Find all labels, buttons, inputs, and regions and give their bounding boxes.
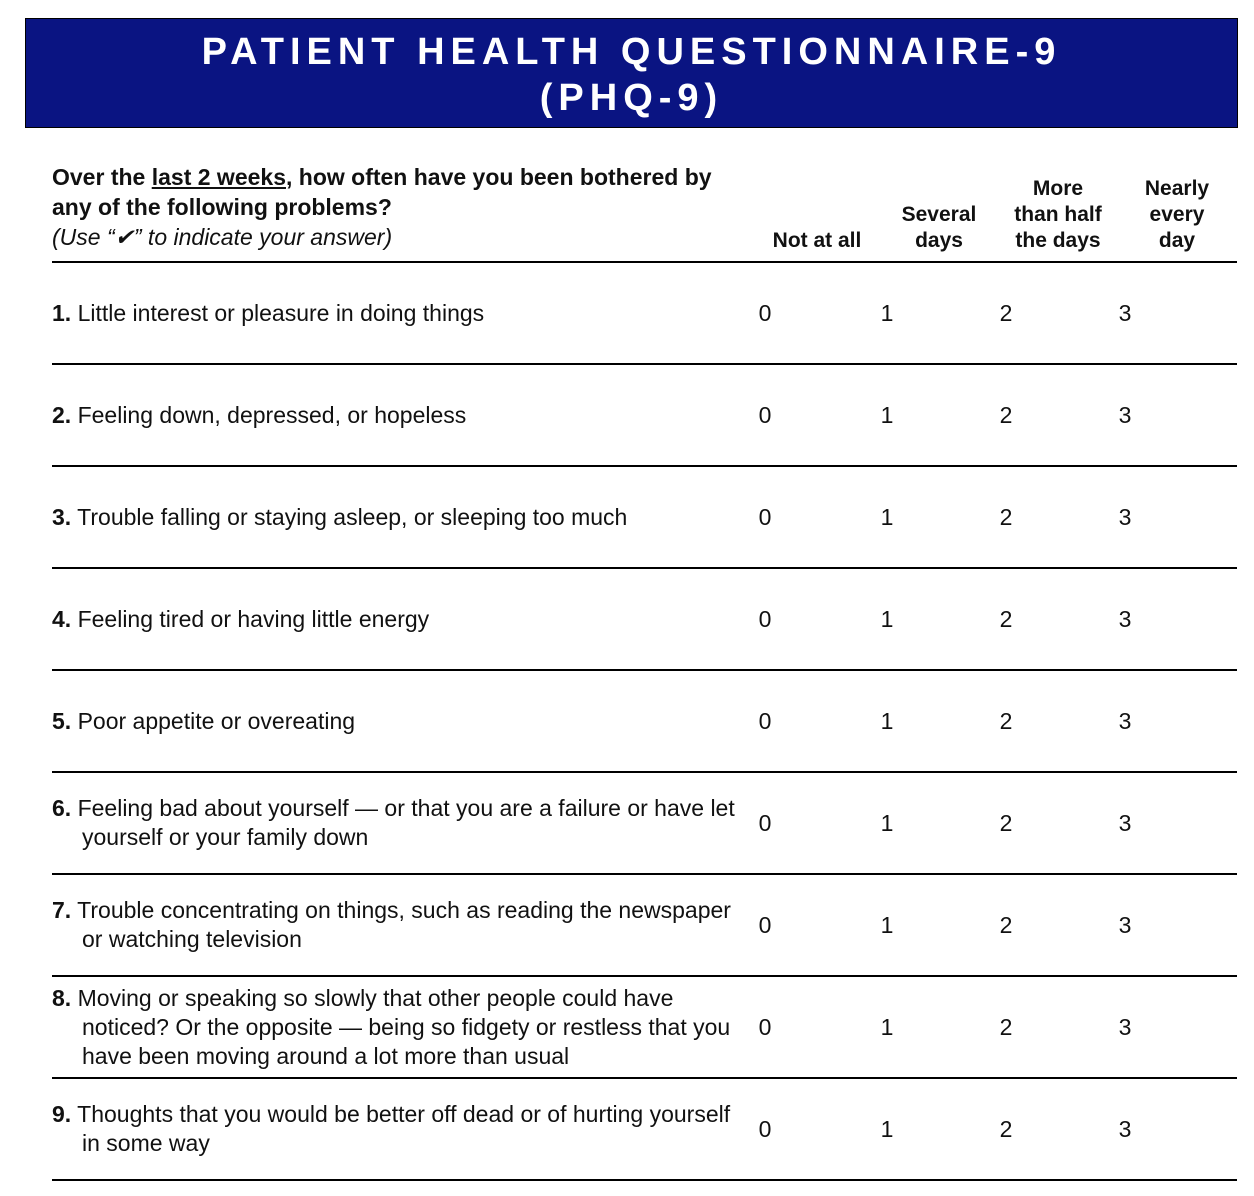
score-option[interactable]: 0 xyxy=(758,299,772,326)
item-label: 5. Poor appetite or overeating xyxy=(52,671,752,771)
header-divider xyxy=(52,261,1237,263)
score-option[interactable]: 2 xyxy=(999,503,1013,530)
item-number: 6. xyxy=(52,795,72,821)
score-option[interactable]: 2 xyxy=(999,1115,1013,1142)
score-option[interactable]: 1 xyxy=(880,1115,894,1142)
question-prefix: Over the xyxy=(52,164,152,190)
score-option[interactable]: 2 xyxy=(999,1013,1013,1040)
score-option[interactable]: 3 xyxy=(1118,299,1132,326)
score-option[interactable]: 0 xyxy=(758,911,772,938)
item-label: 2. Feeling down, depressed, or hopeless xyxy=(52,365,752,465)
score-option[interactable]: 1 xyxy=(880,809,894,836)
item-number: 5. xyxy=(52,707,72,734)
score-option[interactable]: 1 xyxy=(880,401,894,428)
item-text: Poor appetite or overeating xyxy=(77,707,356,734)
item-number: 8. xyxy=(52,984,72,1011)
score-option[interactable]: 2 xyxy=(999,299,1013,326)
score-option[interactable]: 1 xyxy=(880,503,894,530)
score-option[interactable]: 1 xyxy=(880,605,894,632)
table-row: 5. Poor appetite or overeating 0 1 2 3 xyxy=(52,671,1237,771)
item-label: 7. Trouble concentrating on things, such… xyxy=(52,875,752,975)
score-option[interactable]: 1 xyxy=(880,1013,894,1040)
item-text: Feeling down, depressed, or hopeless xyxy=(77,401,467,428)
item-text: Thoughts that you would be better off de… xyxy=(77,1101,731,1156)
item-text: Trouble falling or staying asleep, or sl… xyxy=(77,503,628,530)
score-option[interactable]: 3 xyxy=(1118,401,1132,428)
table-row: 2. Feeling down, depressed, or hopeless 0… xyxy=(52,365,1237,465)
item-text: Feeling tired or having little energy xyxy=(77,605,430,632)
score-option[interactable]: 1 xyxy=(880,299,894,326)
question-period: last 2 weeks xyxy=(151,164,286,190)
title-banner: PATIENT HEALTH QUESTIONNAIRE-9 (PHQ-9) xyxy=(25,18,1238,128)
score-option[interactable]: 0 xyxy=(758,605,772,632)
score-option[interactable]: 3 xyxy=(1118,809,1132,836)
item-text: Little interest or pleasure in doing thi… xyxy=(77,299,485,326)
score-option[interactable]: 3 xyxy=(1118,1115,1132,1142)
item-text: Feeling bad about yourself — or that you… xyxy=(77,795,735,850)
item-label: 1. Little interest or pleasure in doing … xyxy=(52,263,752,363)
table-row: 4. Feeling tired or having little energy… xyxy=(52,569,1237,669)
item-number: 7. xyxy=(52,897,72,923)
item-label: 8. Moving or speaking so slowly that oth… xyxy=(52,977,752,1077)
page-subtitle: (PHQ-9) xyxy=(539,77,724,119)
row-divider xyxy=(52,1179,1237,1181)
score-option[interactable]: 0 xyxy=(758,1013,772,1040)
row-divider xyxy=(52,465,1237,467)
score-option[interactable]: 2 xyxy=(999,707,1013,734)
table-row: 3. Trouble falling or staying asleep, or… xyxy=(52,467,1237,567)
row-divider xyxy=(52,1077,1237,1079)
answer-instruction: (Use “✔” to indicate your answer) xyxy=(52,224,393,250)
score-option[interactable]: 0 xyxy=(758,401,772,428)
row-divider xyxy=(52,669,1237,671)
question-suffix: , how often have you been bothered by an… xyxy=(52,164,712,220)
page-title: PATIENT HEALTH QUESTIONNAIRE-9 xyxy=(201,31,1062,73)
score-option[interactable]: 3 xyxy=(1118,503,1132,530)
score-option[interactable]: 0 xyxy=(758,809,772,836)
row-divider xyxy=(52,363,1237,365)
score-option[interactable]: 2 xyxy=(999,809,1013,836)
item-number: 4. xyxy=(52,605,72,632)
score-option[interactable]: 3 xyxy=(1118,911,1132,938)
score-option[interactable]: 2 xyxy=(999,605,1013,632)
item-label: 6. Feeling bad about yourself — or that … xyxy=(52,773,752,873)
score-option[interactable]: 2 xyxy=(999,401,1013,428)
score-option[interactable]: 3 xyxy=(1118,605,1132,632)
column-header-several-days: Several days xyxy=(901,203,977,252)
table-row: 1. Little interest or pleasure in doing … xyxy=(52,263,1237,363)
table-row: 8. Moving or speaking so slowly that oth… xyxy=(52,977,1237,1077)
column-header-nearly-every-day: Nearly every day xyxy=(1144,177,1210,252)
row-divider xyxy=(52,975,1237,977)
row-divider xyxy=(52,771,1237,773)
item-text: Trouble concentrating on things, such as… xyxy=(77,897,731,952)
item-text: Moving or speaking so slowly that other … xyxy=(77,984,731,1069)
question-prompt: Over the last 2 weeks, how often have yo… xyxy=(52,162,752,252)
table-row: 6. Feeling bad about yourself — or that … xyxy=(52,773,1237,873)
row-divider xyxy=(52,567,1237,569)
score-option[interactable]: 1 xyxy=(880,911,894,938)
score-option[interactable]: 3 xyxy=(1118,1013,1132,1040)
item-label: 9. Thoughts that you would be better off… xyxy=(52,1079,752,1179)
table-row: 9. Thoughts that you would be better off… xyxy=(52,1079,1237,1179)
item-label: 4. Feeling tired or having little energy xyxy=(52,569,752,669)
score-option[interactable]: 0 xyxy=(758,1115,772,1142)
score-option[interactable]: 0 xyxy=(758,503,772,530)
item-label: 3. Trouble falling or staying asleep, or… xyxy=(52,467,752,567)
item-number: 3. xyxy=(52,503,72,530)
score-option[interactable]: 1 xyxy=(880,707,894,734)
item-number: 1. xyxy=(52,299,72,326)
item-number: 2. xyxy=(52,401,72,428)
row-divider xyxy=(52,873,1237,875)
table-row: 7. Trouble concentrating on things, such… xyxy=(52,875,1237,975)
score-option[interactable]: 2 xyxy=(999,911,1013,938)
column-header-more-than-half: More than half the days xyxy=(1014,177,1102,252)
score-option[interactable]: 0 xyxy=(758,707,772,734)
item-number: 9. xyxy=(52,1101,72,1127)
column-header-not-at-all: Not at all xyxy=(772,229,862,252)
score-option[interactable]: 3 xyxy=(1118,707,1132,734)
